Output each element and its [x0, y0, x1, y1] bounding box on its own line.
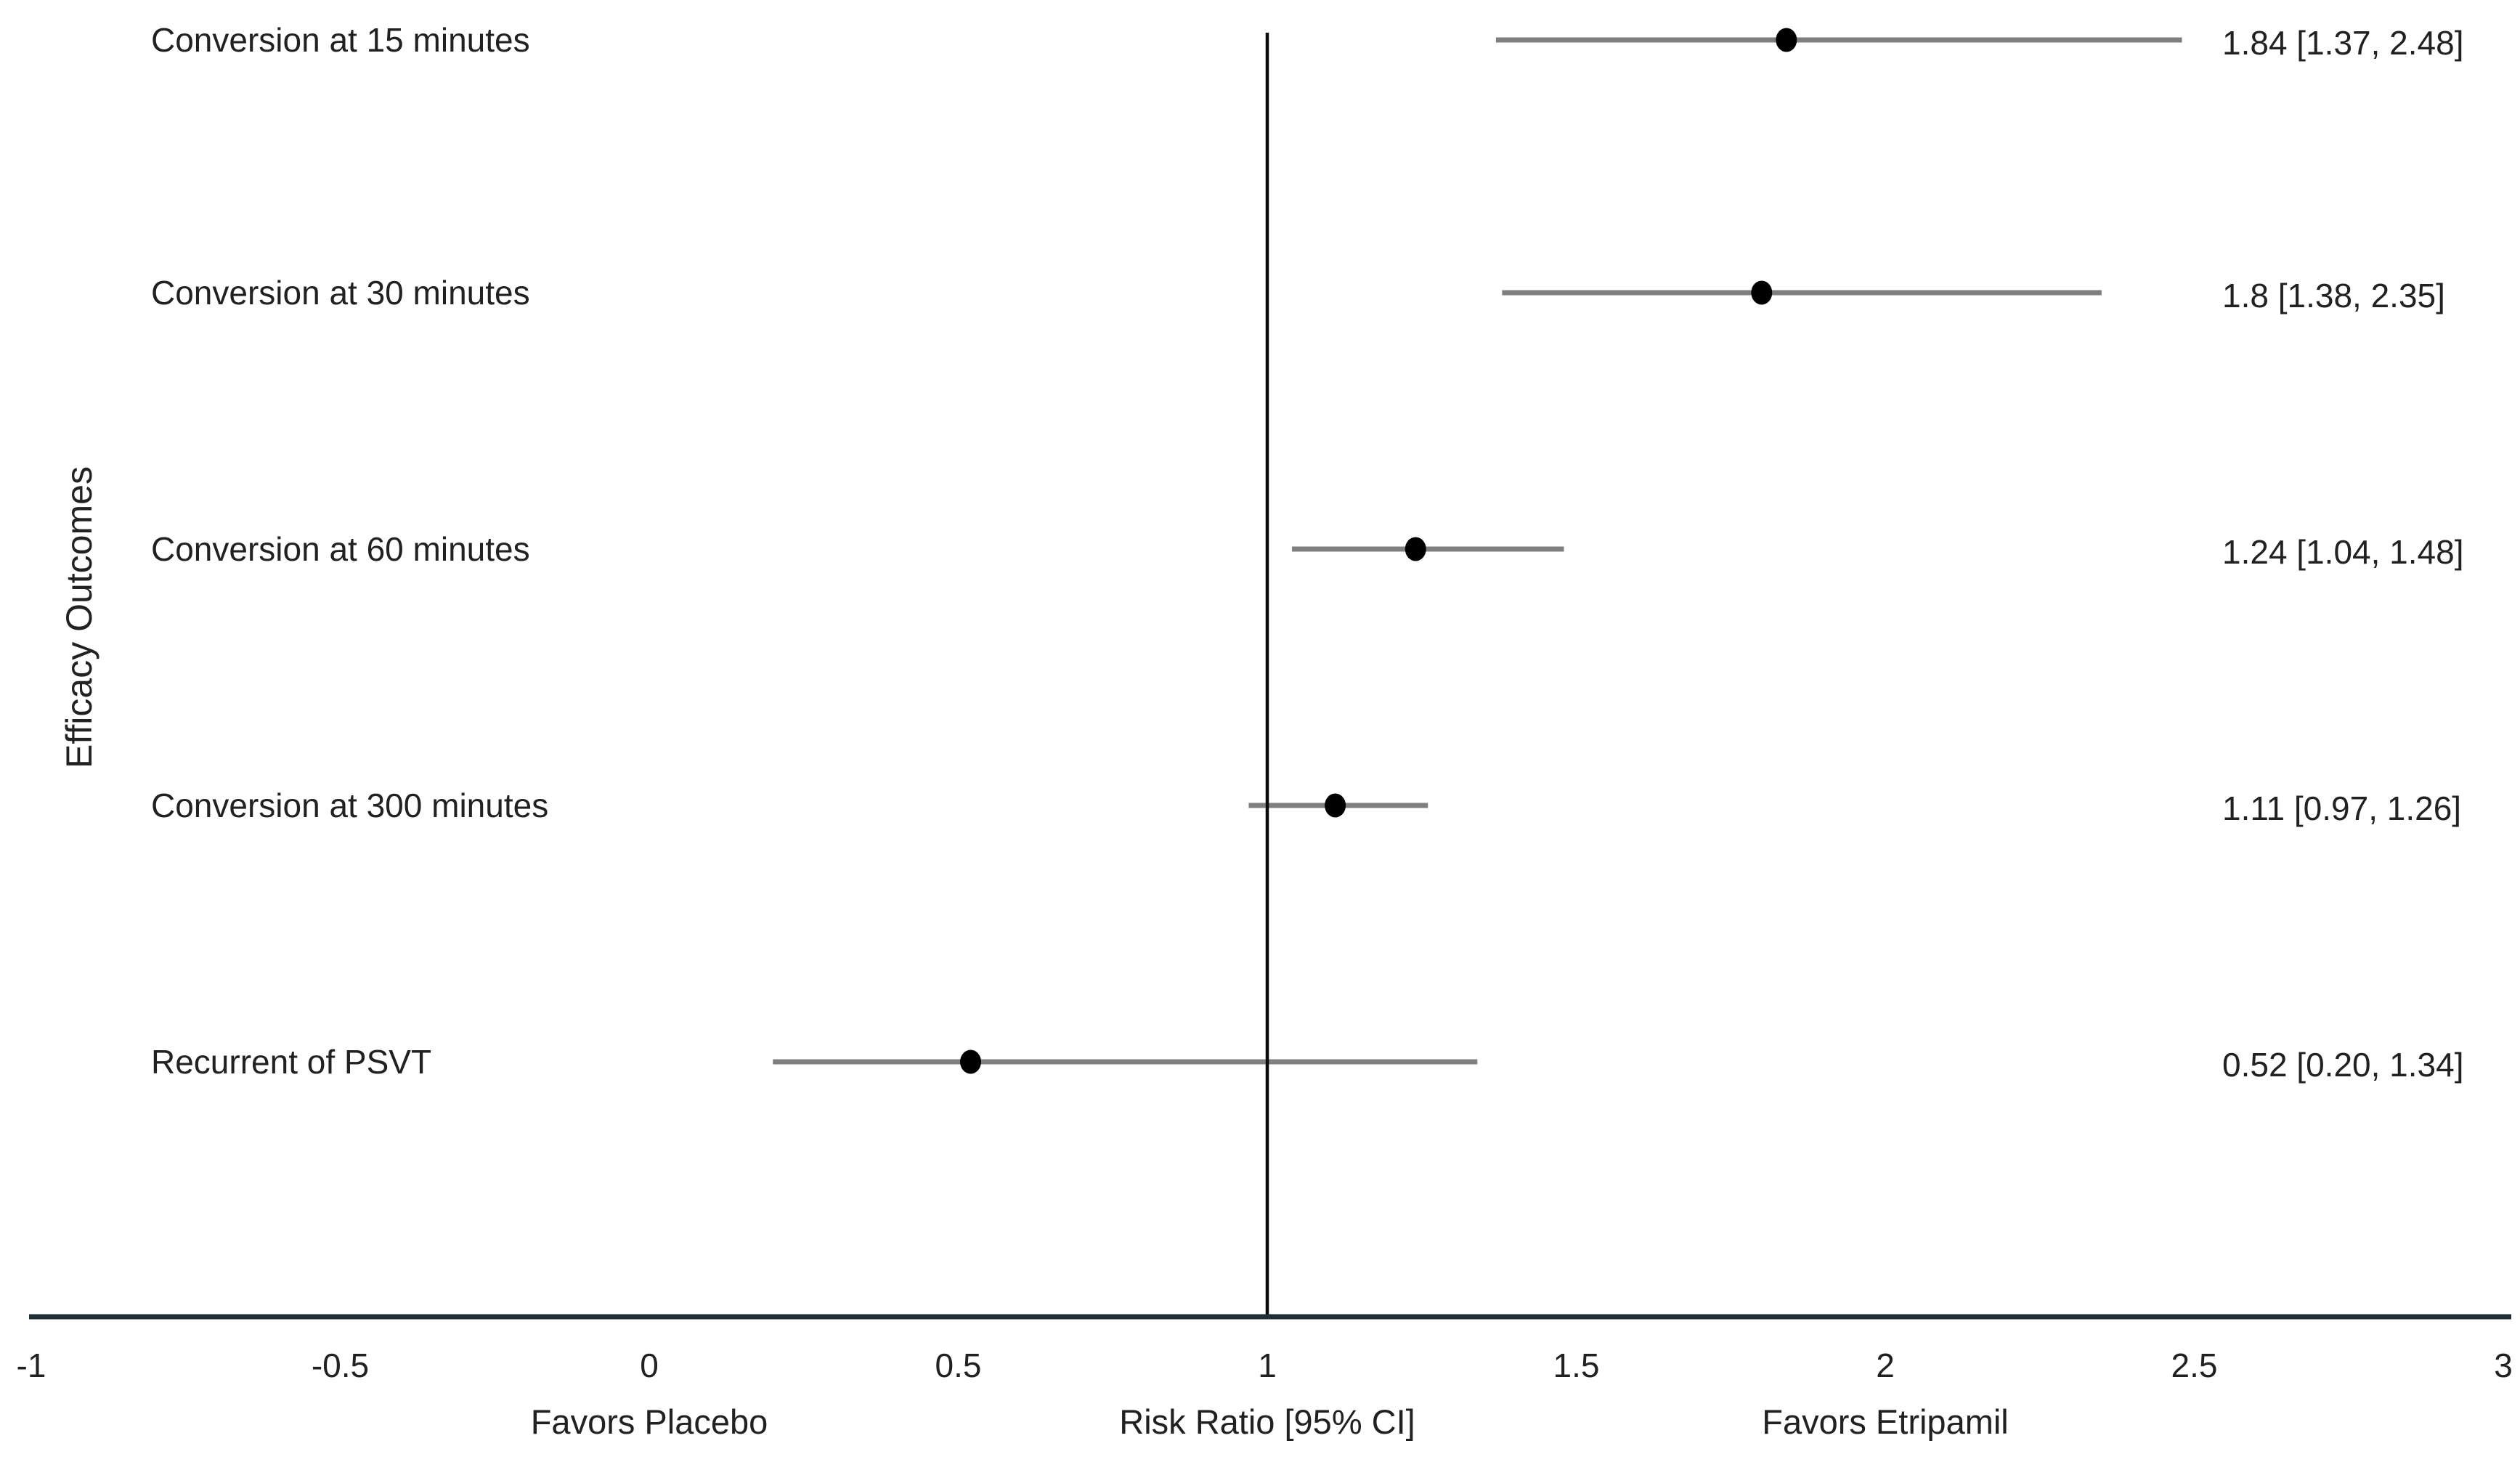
estimate-label: 0.52 [0.20, 1.34]: [2222, 1046, 2464, 1084]
x-tick-label: 1: [1258, 1347, 1277, 1384]
x-axis-title: Risk Ratio [95% CI]: [1119, 1402, 1415, 1441]
x-tick-label-layer: -1 -0.5 0 0.5 1 1.5 2 2.5 3: [17, 1347, 2513, 1384]
x-tick-label: 3: [2494, 1347, 2513, 1384]
estimate-label: 1.11 [0.97, 1.26]: [2222, 789, 2461, 827]
point-marker: [1405, 537, 1426, 561]
outcome-label: Conversion at 30 minutes: [151, 274, 530, 312]
y-axis-title: Efficacy Outcomes: [59, 466, 99, 768]
outcome-label: Conversion at 300 minutes: [151, 787, 548, 824]
x-tick-label: 2: [1876, 1347, 1895, 1384]
outcome-label: Conversion at 15 minutes: [151, 21, 530, 59]
favors-placebo-label: Favors Placebo: [531, 1402, 768, 1441]
confidence-interval-layer: [773, 37, 2182, 1065]
x-tick-label: 1.5: [1553, 1347, 1600, 1384]
estimate-label: 1.84 [1.37, 2.48]: [2222, 24, 2464, 62]
point-marker: [960, 1049, 982, 1074]
outcome-label: Conversion at 60 minutes: [151, 530, 530, 568]
outcome-label: Recurrent of PSVT: [151, 1043, 431, 1081]
point-marker: [1751, 280, 1773, 305]
point-marker: [1776, 28, 1797, 52]
point-marker: [1325, 793, 1346, 818]
favors-etripamil-label: Favors Etripamil: [1762, 1402, 2009, 1441]
outcome-label-layer: Conversion at 15 minutes Conversion at 30…: [151, 21, 548, 1081]
x-tick-label: 0.5: [935, 1347, 982, 1384]
estimate-label: 1.8 [1.38, 2.35]: [2222, 277, 2445, 314]
x-tick-label: -1: [17, 1347, 46, 1384]
estimate-label-layer: 1.84 [1.37, 2.48] 1.8 [1.38, 2.35] 1.24 [1…: [2222, 24, 2464, 1084]
x-tick-label: -0.5: [312, 1347, 369, 1384]
marker-layer: [960, 28, 1797, 1074]
x-tick-label: 2.5: [2171, 1347, 2218, 1384]
x-tick-label: 0: [640, 1347, 659, 1384]
estimate-label: 1.24 [1.04, 1.48]: [2222, 533, 2464, 571]
